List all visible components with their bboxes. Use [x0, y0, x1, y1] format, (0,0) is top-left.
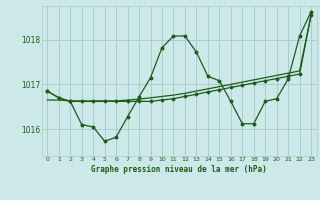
X-axis label: Graphe pression niveau de la mer (hPa): Graphe pression niveau de la mer (hPa) — [91, 165, 267, 174]
